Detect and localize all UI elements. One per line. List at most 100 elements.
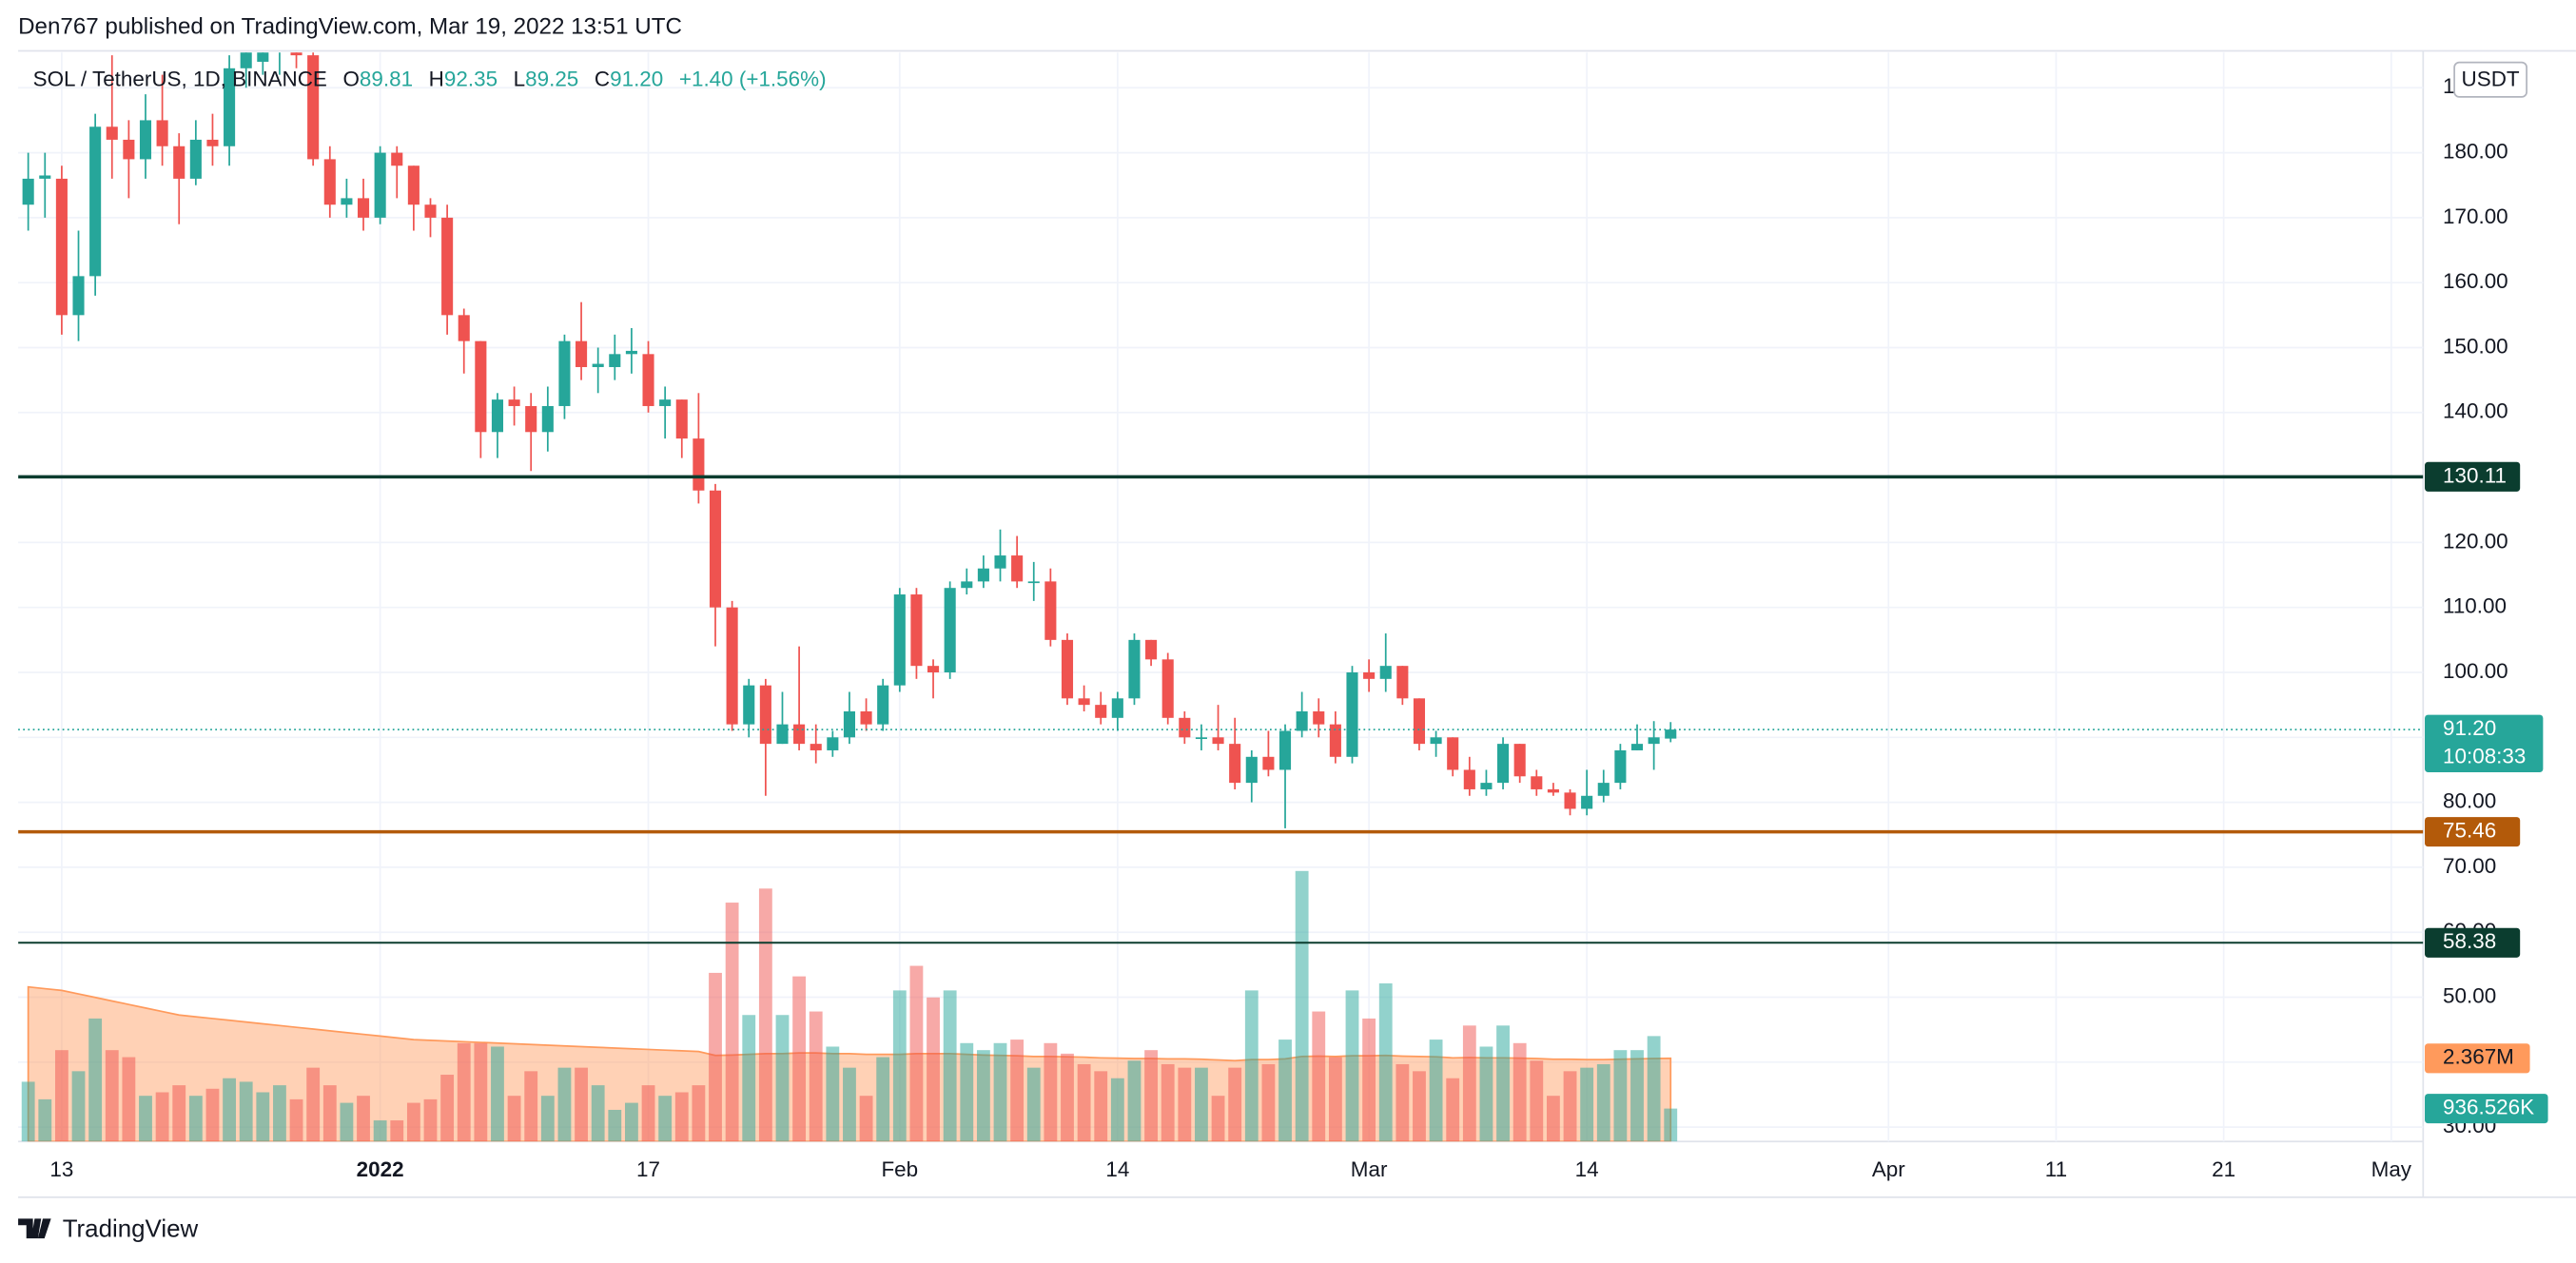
volume-bar bbox=[692, 1085, 706, 1142]
candle-body bbox=[1195, 737, 1207, 740]
volume-bar bbox=[1530, 1060, 1544, 1142]
candle-body bbox=[441, 217, 454, 316]
plot bbox=[18, 52, 2424, 1142]
candle-body bbox=[1564, 792, 1576, 809]
volume-bar bbox=[1496, 1025, 1510, 1142]
candle-body bbox=[508, 399, 520, 406]
volume-bar bbox=[139, 1096, 152, 1142]
candle-body bbox=[1245, 756, 1258, 784]
volume-bar bbox=[608, 1109, 622, 1142]
x-tick-label: 14 bbox=[1575, 1157, 1599, 1181]
candle-body bbox=[89, 126, 102, 277]
volume-bar bbox=[1446, 1078, 1460, 1142]
volume-bar bbox=[1026, 1067, 1041, 1142]
candle-body bbox=[240, 52, 252, 68]
volume-bar bbox=[406, 1102, 420, 1142]
legend-value: 92.35 bbox=[444, 68, 498, 91]
candle-body bbox=[759, 685, 771, 745]
volume-bar bbox=[1094, 1071, 1108, 1142]
y-tick-label: 140.00 bbox=[2443, 399, 2508, 423]
volume-bar bbox=[1244, 990, 1259, 1142]
legend-value: 89.81 bbox=[360, 68, 413, 91]
candle-body bbox=[1413, 698, 1426, 745]
volume-bar bbox=[960, 1042, 974, 1142]
y-tick-label: 70.00 bbox=[2443, 854, 2496, 878]
volume-bar bbox=[591, 1085, 605, 1142]
volume-bar bbox=[357, 1096, 370, 1142]
legend-label: O bbox=[342, 68, 359, 91]
candle-body bbox=[1597, 783, 1610, 796]
candle-body bbox=[1145, 639, 1158, 660]
volume-bar bbox=[758, 888, 772, 1142]
volume-bar bbox=[575, 1067, 588, 1142]
candle-body bbox=[1278, 730, 1292, 770]
volume-bar bbox=[876, 1057, 890, 1142]
candle-body bbox=[72, 276, 85, 316]
volume-bar bbox=[1479, 1046, 1493, 1142]
y-tick-label: 160.00 bbox=[2443, 269, 2508, 293]
countdown: 10:08:33 bbox=[2443, 744, 2526, 768]
candle-body bbox=[1480, 783, 1493, 789]
candle-body bbox=[1497, 744, 1510, 784]
y-tick-label: 120.00 bbox=[2443, 529, 2508, 553]
candle-body bbox=[1379, 666, 1392, 679]
volume-bar bbox=[843, 1067, 856, 1142]
candle-body bbox=[1648, 737, 1660, 745]
candle-body bbox=[1313, 710, 1325, 725]
x-tick-label: 14 bbox=[1105, 1157, 1129, 1181]
volume-bar bbox=[1429, 1040, 1443, 1142]
volume-bar bbox=[943, 990, 957, 1142]
volume-bar bbox=[440, 1075, 455, 1142]
volume-bar bbox=[322, 1085, 337, 1142]
volume-bar bbox=[1161, 1063, 1175, 1142]
candle-body bbox=[1513, 744, 1526, 777]
volume-bar bbox=[1312, 1011, 1326, 1142]
level-label-box bbox=[2425, 461, 2521, 492]
y-tick-label: 150.00 bbox=[2443, 334, 2508, 358]
legend-label: L bbox=[514, 68, 525, 91]
volume-bar bbox=[172, 1085, 186, 1142]
x-tick-label: May bbox=[2371, 1157, 2412, 1181]
candle-body bbox=[709, 490, 722, 608]
candle-body bbox=[944, 588, 956, 672]
volume-label-box bbox=[2425, 1094, 2548, 1124]
level-label: 75.46 bbox=[2443, 819, 2496, 843]
candle-body bbox=[1078, 698, 1090, 706]
candle-body bbox=[1665, 729, 1677, 739]
logo-icon bbox=[18, 1218, 51, 1239]
candle-body bbox=[843, 710, 855, 738]
candle-body bbox=[189, 139, 202, 179]
candle-body bbox=[910, 594, 923, 667]
candle-body bbox=[22, 178, 34, 205]
volume-bar bbox=[491, 1046, 504, 1142]
volume-ma-label-box bbox=[2425, 1043, 2530, 1074]
candle-body bbox=[860, 710, 872, 725]
price-label: 91.20 bbox=[2443, 716, 2496, 740]
volume-bar bbox=[1211, 1096, 1225, 1142]
volume-bar bbox=[1395, 1063, 1410, 1142]
volume-bar bbox=[390, 1120, 404, 1142]
currency[interactable]: USDT bbox=[2462, 68, 2520, 91]
volume-label: 936.526K bbox=[2443, 1096, 2534, 1119]
volume-bar bbox=[1295, 870, 1309, 1142]
candle-body bbox=[576, 340, 588, 367]
volume-bar bbox=[1613, 1050, 1628, 1142]
volume-bar bbox=[1378, 983, 1393, 1142]
candle-body bbox=[1396, 666, 1409, 699]
candle-body bbox=[1581, 795, 1593, 809]
y-tick-label: 80.00 bbox=[2443, 789, 2496, 813]
volume-bar bbox=[1362, 1018, 1376, 1142]
candle-body bbox=[927, 666, 940, 672]
volume-bar bbox=[1547, 1096, 1560, 1142]
currency-box[interactable] bbox=[2453, 61, 2527, 98]
y-tick-label: 100.00 bbox=[2443, 659, 2508, 683]
candle-body bbox=[977, 568, 989, 582]
level-label: 58.38 bbox=[2443, 929, 2496, 953]
candle-body bbox=[525, 405, 537, 433]
candle-body bbox=[173, 146, 185, 179]
candle-body bbox=[1128, 639, 1141, 699]
volume-bar bbox=[1345, 990, 1359, 1142]
candle-body bbox=[257, 52, 269, 62]
legend-change: +1.40 (+1.56%) bbox=[679, 68, 827, 91]
candle-body bbox=[1547, 788, 1559, 793]
